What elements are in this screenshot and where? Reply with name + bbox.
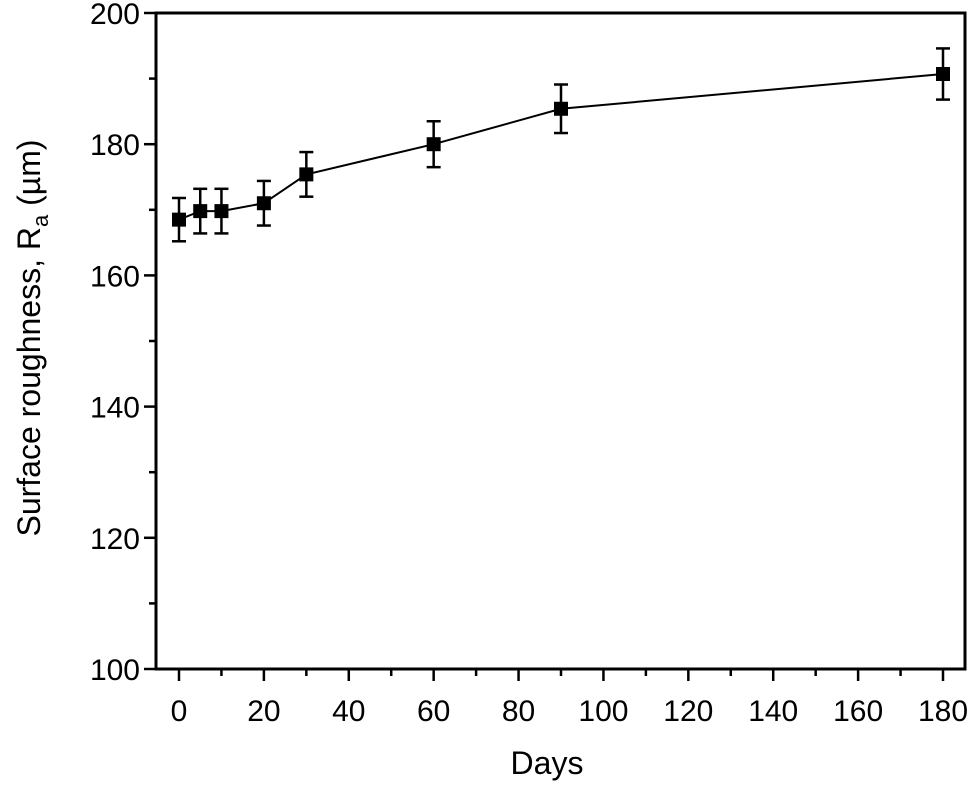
x-axis-ticks: 0 20 40 60 80 100 120 140 160 180	[171, 669, 968, 728]
y-tick-label: 180	[90, 129, 140, 162]
x-tick-label: 20	[247, 695, 280, 728]
x-tick-label: 100	[578, 695, 628, 728]
square-marker	[299, 167, 314, 182]
data-point	[554, 83, 568, 135]
data-point	[172, 196, 186, 243]
data-point	[214, 187, 229, 235]
data-point	[426, 119, 441, 169]
y-tick-label: 140	[90, 392, 140, 425]
x-tick-label: 140	[748, 695, 798, 728]
square-marker	[214, 204, 229, 219]
y-tick-label: 200	[90, 0, 140, 31]
data-point	[193, 187, 208, 235]
square-marker	[936, 67, 950, 82]
y-axis-title-unit: (µm)	[11, 139, 47, 214]
y-axis-ticks: 100 120 140 160 180 200	[90, 0, 156, 687]
x-tick-label: 60	[417, 695, 450, 728]
x-tick-label: 160	[833, 695, 883, 728]
square-marker	[426, 137, 441, 152]
x-tick-label: 40	[332, 695, 365, 728]
square-marker	[193, 204, 208, 219]
x-tick-label: 120	[663, 695, 713, 728]
x-tick-label: 180	[918, 695, 968, 728]
square-marker	[256, 196, 271, 211]
y-axis-title-main: Surface roughness, R	[11, 227, 47, 537]
y-tick-label: 160	[90, 260, 140, 293]
data-point	[256, 179, 271, 227]
y-axis-title-subscript: a	[28, 214, 53, 227]
x-axis-title: Days	[511, 745, 584, 781]
data-point	[936, 47, 950, 101]
y-tick-label: 100	[90, 654, 140, 687]
data-point	[299, 150, 314, 198]
x-tick-label: 0	[171, 695, 188, 728]
y-axis-title: Surface roughness, Ra (µm)	[11, 139, 53, 536]
x-tick-label: 80	[502, 695, 535, 728]
square-marker	[172, 212, 186, 227]
data-series	[172, 47, 950, 243]
y-tick-label: 120	[90, 523, 140, 556]
square-marker	[554, 101, 568, 116]
